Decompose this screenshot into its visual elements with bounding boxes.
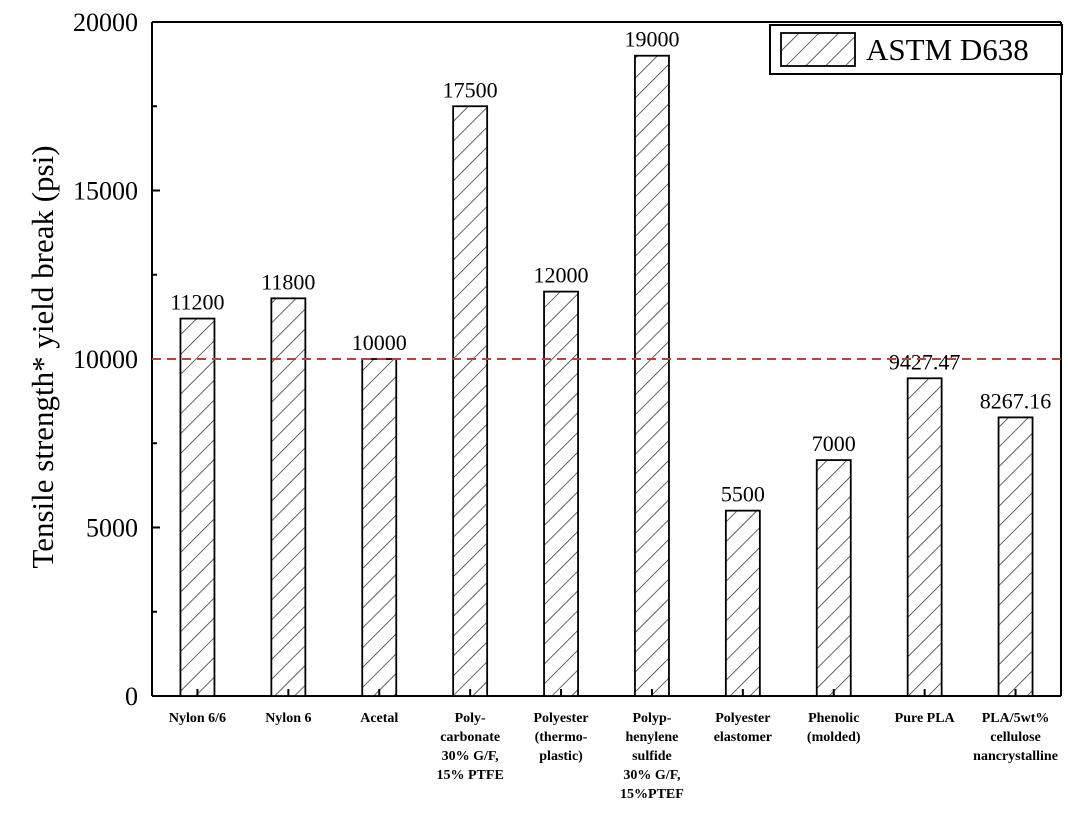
y-tick-label: 10000 [73, 345, 138, 374]
y-tick-label: 15000 [73, 177, 138, 206]
x-tick-label: cellulose [990, 730, 1041, 745]
x-tick-label: Poly- [455, 711, 486, 726]
bar [361, 358, 398, 697]
data-label: 11200 [170, 290, 224, 315]
x-tick-label: PLA/5wt% [982, 711, 1050, 726]
bar [997, 416, 1034, 697]
y-tick-label: 5000 [86, 514, 138, 543]
x-tick-label: Acetal [360, 711, 398, 726]
data-label: 8267.16 [980, 388, 1052, 413]
y-tick-label: 20000 [73, 8, 138, 37]
x-tick-label: (molded) [807, 730, 861, 745]
bar [815, 459, 852, 697]
data-label: 5500 [721, 482, 765, 507]
x-tick-label: sulfide [632, 749, 672, 764]
bar [724, 509, 761, 697]
x-tick-label: plastic) [539, 749, 583, 764]
data-label: 7000 [812, 431, 856, 456]
data-label: 19000 [624, 27, 679, 52]
x-tick-label: Nylon 6/6 [169, 711, 226, 726]
data-label: 10000 [352, 330, 407, 355]
bar [634, 54, 670, 697]
y-tick-label: 0 [125, 682, 138, 711]
legend-swatch [780, 32, 856, 67]
data-label: 9427.47 [889, 349, 961, 374]
data-label: 11800 [261, 269, 315, 294]
x-tick-label: carbonate [440, 730, 500, 745]
y-axis-title: Tensile strength* yield break (psi) [25, 145, 60, 568]
x-tick-label: Nylon 6 [265, 711, 311, 726]
legend-label: ASTM D638 [866, 32, 1029, 67]
bar [179, 317, 216, 697]
x-tick-label: Pure PLA [895, 711, 956, 726]
x-tick-label: 15% PTFE [437, 768, 504, 783]
x-tick-label: elastomer [714, 730, 772, 745]
legend: ASTM D638 [769, 24, 1063, 75]
data-label: 17500 [443, 77, 498, 102]
x-tick-label: 30% G/F, [442, 749, 499, 764]
bar [906, 377, 943, 697]
x-tick-label: Polyester [533, 711, 588, 726]
x-tick-label: Phenolic [808, 711, 859, 726]
x-tick-label: Polyester [715, 711, 770, 726]
x-tick-label: Polyp- [633, 711, 672, 726]
data-label: 12000 [534, 263, 589, 288]
x-tick-label: 15%PTEF [620, 787, 684, 802]
x-tick-label: 30% G/F, [623, 768, 680, 783]
x-tick-label: (thermo- [535, 730, 588, 745]
x-tick-label: nancrystalline [973, 749, 1058, 764]
bar [543, 290, 579, 697]
bar [270, 297, 307, 697]
bar [452, 105, 489, 697]
x-tick-label: henylene [626, 730, 679, 745]
